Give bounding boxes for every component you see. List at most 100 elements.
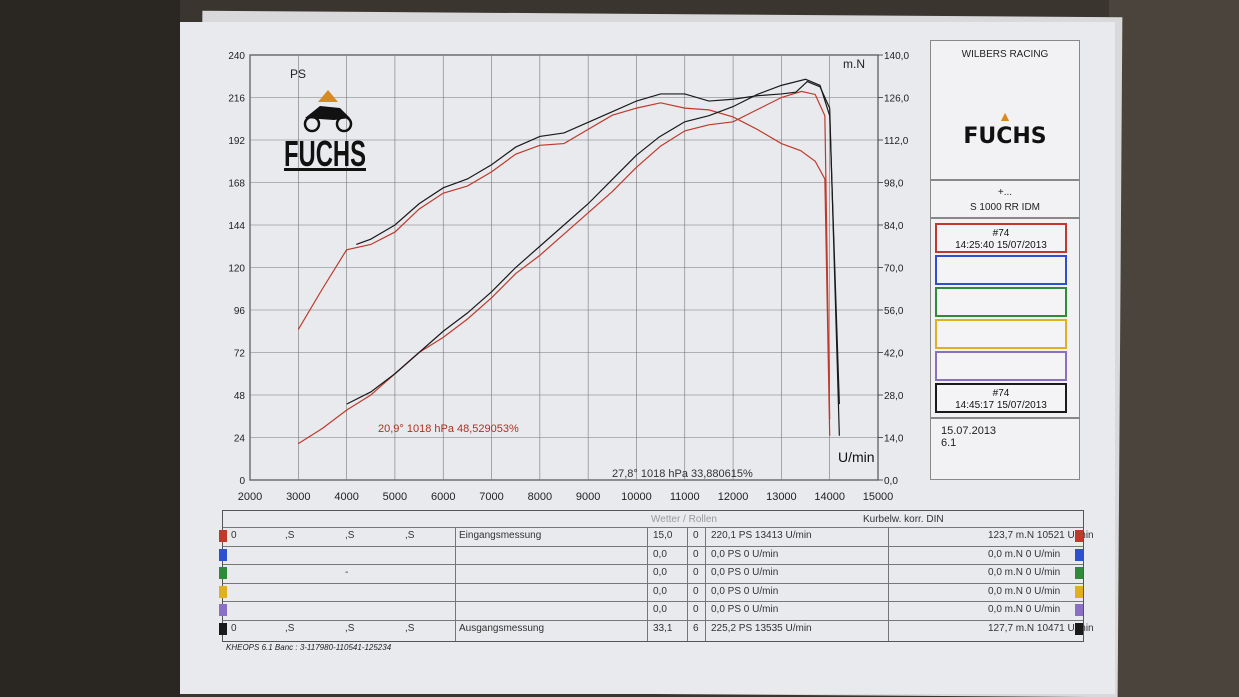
run-slot-4[interactable]: [935, 319, 1067, 349]
row-value-2: 0: [693, 548, 699, 560]
y-left-tick-label: 240: [228, 51, 245, 62]
run-1-id: #74: [992, 228, 1010, 239]
row-color-swatch: [1075, 622, 1083, 635]
fuchs-logo: FUCHS: [284, 90, 366, 174]
info-panel: WILBERS RACING ▲ FUCHS +... S 1000 RR ID…: [930, 40, 1080, 480]
annotation-input-conditions: 20,9° 1018 hPa 48,529053%: [378, 423, 519, 435]
row-value-1: 0,0: [653, 548, 667, 560]
row-power: 0,0 PS 0 U/min: [711, 548, 779, 560]
row-color-swatch: [219, 585, 227, 598]
table-header-din: Kurbelw. korr. DIN: [863, 514, 944, 525]
x-axis-label: U/min: [838, 449, 875, 465]
row-value-2: 0: [693, 585, 699, 597]
row-s1: ,S: [285, 622, 295, 634]
fuchs-logo-small: FUCHS: [963, 124, 1047, 149]
bike-info-box: +... S 1000 RR IDM: [930, 180, 1080, 218]
y-axis-label-left: PS: [290, 67, 306, 81]
row-s2: ,S: [345, 530, 355, 541]
row-color-swatch: [219, 548, 227, 561]
row-value-2: 0: [693, 530, 699, 541]
row-power: 0,0 PS 0 U/min: [711, 585, 779, 597]
run-slot-1[interactable]: #74 14:25:40 15/07/2013: [935, 223, 1067, 253]
row-s1: ,S: [285, 530, 295, 541]
run-1-time: 14:25:40 15/07/2013: [955, 240, 1047, 251]
logo-triangle-icon: [318, 90, 338, 102]
print-date: 15.07.2013: [941, 425, 997, 437]
y-right-tick-label: 84,0: [884, 221, 904, 232]
x-tick-label: 14000: [814, 491, 845, 503]
run-6-time: 14:45:17 15/07/2013: [955, 400, 1047, 411]
x-tick-label: 9000: [576, 491, 600, 503]
runs-box: #74 14:25:40 15/07/2013 #74 14:45:17 15/…: [930, 218, 1080, 418]
motorbike-icon: [303, 115, 321, 133]
y-axis-label-right: m.N: [843, 57, 865, 71]
row-name: Ausgangsmessung: [459, 622, 545, 634]
chart-series: [297, 78, 840, 445]
y-left-tick-label: 24: [234, 434, 246, 445]
y-right-tick-label: 70,0: [884, 264, 904, 275]
x-tick-label: 4000: [334, 491, 358, 503]
row-color-swatch: [1075, 585, 1083, 598]
results-table: Wetter / Rollen Kurbelw. korr. DIN 0 ,S ,S…: [219, 510, 1094, 642]
run-slot-2[interactable]: [935, 255, 1067, 285]
row-value-2: 0: [693, 604, 699, 615]
bike-model: S 1000 RR IDM: [969, 202, 1041, 213]
table-row: 0 ,S ,S ,S Ausgangsmessung 33,1 6 225,2 PS 1353…: [219, 619, 1094, 639]
row-color-swatch: [1075, 567, 1083, 579]
row-color-swatch: [1075, 530, 1083, 542]
table-row: - 0,0 0 0,0 PS 0 U/min 0,0 m.N 0 U/min: [219, 564, 1083, 583]
y-left-tick-label: 120: [228, 264, 245, 275]
table-row: 0 ,S ,S ,S Eingangsmessung 15,0 0 220,1 PS 1341…: [219, 527, 1094, 546]
company-name: WILBERS RACING: [961, 49, 1049, 60]
row-s3: ,S: [405, 530, 415, 541]
row-color-swatch: [219, 567, 227, 579]
footer-info: KHEOPS 6.1 Banc : 3-117980-110541-125234: [226, 643, 392, 652]
row-value-1: 0,0: [653, 585, 667, 597]
row-power: 0,0 PS 0 U/min: [711, 567, 779, 578]
row-power: 220,1 PS 13413 U/min: [711, 530, 812, 541]
bike-line1: +...: [997, 187, 1013, 198]
row-color-swatch: [219, 530, 227, 542]
x-tick-label: 3000: [286, 491, 310, 503]
series-line-1: [297, 102, 831, 436]
background-left: [0, 0, 180, 697]
table-row: 0,0 0 0,0 PS 0 U/min 0,0 m.N 0 U/min: [219, 582, 1083, 602]
y-left-tick-label: 168: [228, 179, 245, 190]
y-left-tick-label: 0: [239, 476, 245, 487]
table-row: 0,0 0 0,0 PS 0 U/min 0,0 m.N 0 U/min: [219, 601, 1083, 620]
y-right-tick-label: 140,0: [884, 51, 909, 62]
series-line-3: [356, 80, 840, 436]
y-right-tick-label: 0,0: [884, 476, 898, 487]
row-value-2: 0: [693, 567, 699, 578]
background-right: [1109, 0, 1239, 697]
row-color-swatch: [1075, 548, 1083, 561]
run-slot-5[interactable]: [935, 351, 1067, 381]
row-power: 0,0 PS 0 U/min: [711, 604, 779, 615]
x-tick-label: 12000: [718, 491, 749, 503]
header-box: WILBERS RACING ▲ FUCHS: [930, 40, 1080, 180]
software-version: 6.1: [941, 437, 957, 449]
row-value-1: 0,0: [653, 567, 667, 578]
x-tick-label: 10000: [621, 491, 652, 503]
y-right-tick-label: 112,0: [884, 136, 909, 147]
row-torque: 0,0 m.N 0 U/min: [988, 567, 1061, 578]
run-slot-3[interactable]: [935, 287, 1067, 317]
chart-ticks: 2000 3000 4000 5000 6000 7000 8000 9000 10000 110…: [228, 51, 909, 503]
x-tick-label: 2000: [238, 491, 262, 503]
svg-text:FUCHS: FUCHS: [284, 133, 366, 174]
x-tick-label: 15000: [863, 491, 894, 503]
chart-grid: [249, 54, 879, 481]
row-torque: 0,0 m.N 0 U/min: [988, 604, 1061, 615]
y-left-tick-label: 72: [234, 349, 246, 360]
row-torque: 0,0 m.N 0 U/min: [988, 548, 1061, 560]
row-name: Eingangsmessung: [459, 530, 542, 541]
y-right-tick-label: 14,0: [884, 434, 904, 445]
y-right-tick-label: 56,0: [884, 306, 904, 317]
x-tick-label: 11000: [670, 491, 700, 503]
x-tick-label: 13000: [766, 491, 797, 503]
run-slot-6[interactable]: #74 14:45:17 15/07/2013: [935, 383, 1067, 413]
y-left-tick-label: 144: [228, 221, 245, 232]
y-left-tick-label: 48: [234, 391, 246, 402]
row-col-1: 0: [231, 622, 237, 634]
